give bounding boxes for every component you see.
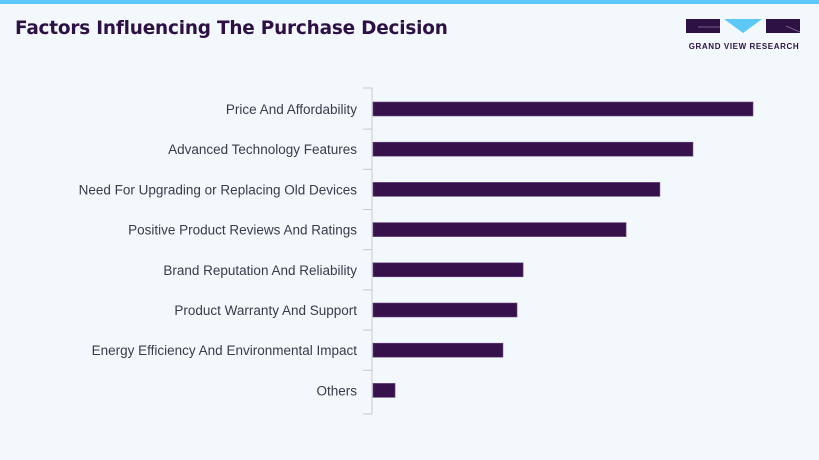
logo-block-r	[766, 19, 800, 33]
logo-triangle	[724, 19, 762, 33]
category-label: Advanced Technology Features	[168, 142, 357, 157]
category-label: Product Warranty And Support	[174, 303, 357, 318]
top-accent-bar	[0, 0, 819, 4]
bar	[372, 383, 396, 398]
category-label: Energy Efficiency And Environmental Impa…	[92, 343, 358, 358]
bar	[372, 302, 518, 318]
bar	[372, 182, 661, 197]
bar	[372, 141, 694, 157]
bar	[372, 222, 627, 237]
bar	[372, 101, 754, 117]
category-label: Price And Affordability	[226, 102, 357, 117]
bar	[372, 262, 524, 278]
chart-title: Factors Influencing The Purchase Decisio…	[15, 17, 448, 39]
bar	[372, 342, 504, 358]
grand-view-research-logo	[686, 19, 800, 33]
category-label: Others	[316, 383, 357, 398]
brand-name: GRAND VIEW RESEARCH	[688, 42, 800, 51]
category-label: Positive Product Reviews And Ratings	[128, 223, 357, 238]
category-label: Brand Reputation And Reliability	[163, 263, 357, 278]
logo-block-g	[686, 19, 720, 33]
category-label: Need For Upgrading or Replacing Old Devi…	[79, 182, 358, 197]
